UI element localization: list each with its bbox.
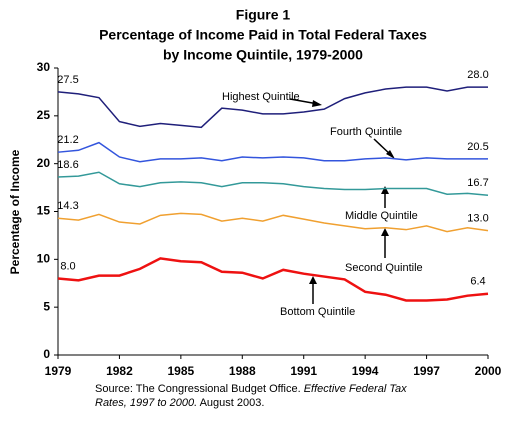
- chart: Figure 1 Percentage of Income Paid in To…: [8, 7, 502, 378]
- data-label: 20.5: [467, 141, 488, 153]
- data-label: 18.6: [57, 159, 78, 171]
- series-label: Bottom Quintile: [280, 306, 355, 318]
- y-tick-label: 25: [37, 108, 51, 122]
- x-tick-label: 1997: [413, 364, 440, 378]
- y-tick-label: 0: [43, 347, 50, 361]
- source-text: Effective Federal Tax Rates, 1997 to 200…: [95, 383, 407, 409]
- arrow-heads: [309, 100, 395, 284]
- arrow-head: [312, 100, 322, 107]
- series-label: Highest Quintile: [222, 91, 300, 103]
- series-label: Second Quintile: [345, 262, 423, 274]
- y-tick-label: 5: [43, 299, 50, 313]
- data-label: 8.0: [60, 260, 75, 272]
- x-tick-label: 1994: [352, 364, 379, 378]
- data-label: 27.5: [57, 74, 78, 86]
- y-tick-label: 20: [37, 156, 51, 170]
- data-label: 16.7: [467, 177, 488, 189]
- arrow-head: [381, 228, 389, 236]
- source-text: August 2003.: [197, 397, 265, 409]
- source-note: Source: The Congressional Budget Office.…: [95, 382, 415, 410]
- series-label: Middle Quintile: [345, 210, 418, 222]
- x-tick-label: 2000: [475, 364, 502, 378]
- series-line: [57, 86, 488, 129]
- chart-title: by Income Quintile, 1979-2000: [163, 47, 363, 63]
- x-tick-label: 1988: [229, 364, 256, 378]
- y-tick-label: 10: [37, 252, 51, 266]
- x-tick-label: 1979: [45, 364, 72, 378]
- series-line: [57, 171, 489, 196]
- arrow-head: [386, 150, 395, 159]
- series-line: [57, 257, 489, 302]
- source-text: Source: The Congressional Budget Office.: [95, 383, 304, 395]
- y-axis-label: Percentage of Income: [8, 149, 22, 274]
- data-label: 28.0: [467, 69, 488, 81]
- x-tick-label: 1982: [106, 364, 133, 378]
- data-label: 21.2: [57, 134, 78, 146]
- series-line: [57, 212, 489, 233]
- data-label: 14.3: [57, 200, 78, 212]
- series-label: Fourth Quintile: [330, 126, 402, 138]
- x-tick-label: 1991: [290, 364, 317, 378]
- x-tick-label: 1985: [168, 364, 195, 378]
- chart-title: Figure 1: [236, 7, 291, 23]
- chart-title: Percentage of Income Paid in Total Feder…: [99, 27, 427, 43]
- y-tick-label: 15: [37, 204, 51, 218]
- data-label: 6.4: [470, 276, 485, 288]
- data-label: 13.0: [467, 213, 488, 225]
- arrow-head: [309, 276, 317, 284]
- y-tick-label: 30: [37, 60, 51, 74]
- arrow-head: [381, 186, 389, 194]
- series-line: [57, 141, 488, 163]
